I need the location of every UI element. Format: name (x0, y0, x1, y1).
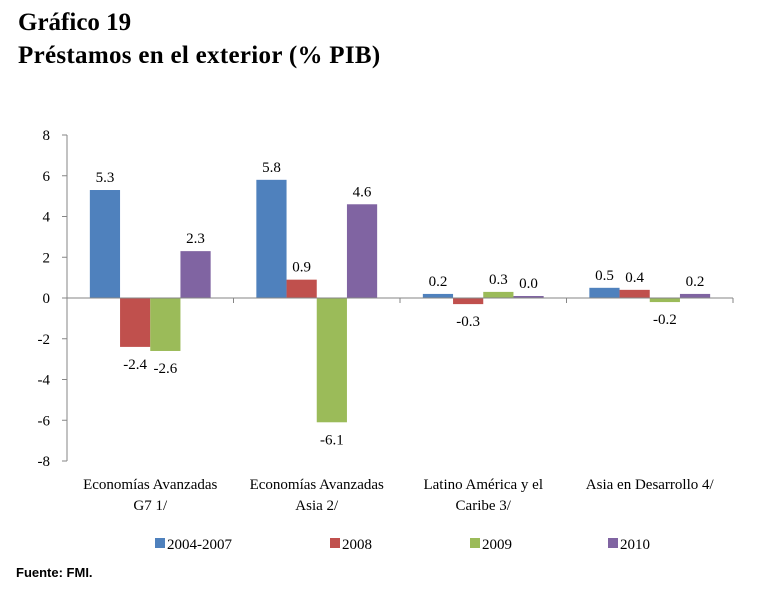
data-label: 0.0 (519, 276, 538, 292)
data-label: 4.6 (353, 184, 372, 200)
y-tick-label: -4 (38, 373, 51, 389)
category-label: Economías Avanzadas (250, 477, 384, 493)
category-label: Asia en Desarrollo 4/ (586, 477, 715, 493)
data-label: 0.2 (686, 274, 705, 290)
category-label: Economías Avanzadas (83, 477, 217, 493)
legend-item-2004-2007: 2004-2007 (155, 537, 232, 553)
y-tick-label: 0 (43, 291, 51, 307)
data-label: 0.9 (292, 260, 311, 276)
data-label: 5.3 (96, 170, 115, 186)
legend-swatch (608, 538, 618, 548)
legend: 2004-2007 2008 2009 2010 (155, 537, 650, 553)
bars (89, 179, 711, 423)
bar-2004-2007-1 (256, 179, 287, 298)
data-labels: 5.3 5.8 0.2 0.5 -2.4 0.9 -0.3 0.4 -2.6 -6.1 0.3 -0.… (96, 160, 705, 448)
bar-2004-2007-3 (589, 287, 620, 298)
chart-number-title: Gráfico 19 (18, 9, 132, 36)
bar-2010-3 (679, 293, 711, 298)
y-tick-label: 8 (43, 128, 51, 144)
category-label: Caribe 3/ (456, 498, 512, 514)
legend-label: 2004-2007 (167, 537, 232, 553)
y-tick-label: -2 (38, 332, 51, 348)
legend-swatch (330, 538, 340, 548)
bar-2008-2 (453, 298, 484, 305)
bar-2009-2 (483, 291, 514, 298)
data-label: 0.3 (489, 272, 508, 288)
bar-2010-1 (346, 204, 378, 298)
category-labels: Economías Avanzadas G7 1/Economías Avanza… (83, 477, 714, 514)
bar-2008-0 (120, 298, 151, 347)
category-label: Latino América y el (423, 477, 543, 493)
data-label: -6.1 (320, 432, 344, 448)
bar-2010-2 (513, 296, 544, 298)
legend-swatch (155, 538, 165, 548)
y-tick-label: 2 (43, 250, 51, 266)
chart-title: Préstamos en el exterior (% PIB) (18, 42, 381, 69)
axes: 8 6 4 2 0 -2 -4 -6 -8 (38, 128, 68, 470)
legend-label: 2009 (482, 537, 512, 553)
legend-swatch (470, 538, 480, 548)
data-label: 0.4 (625, 270, 644, 286)
legend-item-2010: 2010 (608, 537, 650, 553)
legend-item-2009: 2009 (470, 537, 512, 553)
data-label: 0.5 (595, 268, 614, 284)
bar-2009-3 (649, 298, 680, 303)
data-label: -2.4 (123, 357, 147, 373)
bar-2008-1 (286, 279, 317, 298)
bar-2004-2007-0 (89, 190, 121, 298)
y-tick-label: 6 (43, 169, 51, 185)
bar-2004-2007-2 (422, 293, 454, 298)
data-label: -2.6 (153, 361, 177, 377)
bar-2010-0 (180, 251, 211, 298)
legend-label: 2010 (620, 537, 650, 553)
bar-2008-3 (619, 289, 650, 298)
category-label: Asia 2/ (295, 498, 339, 514)
bar-2009-0 (150, 298, 181, 351)
data-label: -0.3 (456, 314, 480, 330)
data-label: 2.3 (186, 231, 205, 247)
data-label: 5.8 (262, 160, 281, 176)
category-label: G7 1/ (133, 498, 168, 514)
data-label: -0.2 (653, 312, 677, 328)
data-label: 0.2 (429, 274, 448, 290)
legend-label: 2008 (342, 537, 372, 553)
y-tick-label: -6 (38, 413, 51, 429)
legend-item-2008: 2008 (330, 537, 372, 553)
source-note: Fuente: FMI. (16, 565, 93, 580)
y-tick-label: -8 (38, 454, 51, 470)
y-tick-label: 4 (43, 210, 51, 226)
bar-2009-1 (316, 298, 347, 423)
